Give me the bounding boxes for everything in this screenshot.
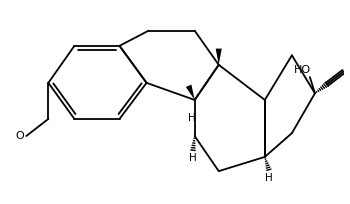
Polygon shape bbox=[186, 85, 195, 100]
Text: HO: HO bbox=[294, 65, 311, 75]
Text: H: H bbox=[265, 173, 273, 183]
Polygon shape bbox=[216, 49, 222, 65]
Text: H: H bbox=[189, 153, 197, 163]
Text: O: O bbox=[16, 131, 25, 141]
Text: H: H bbox=[188, 113, 196, 123]
